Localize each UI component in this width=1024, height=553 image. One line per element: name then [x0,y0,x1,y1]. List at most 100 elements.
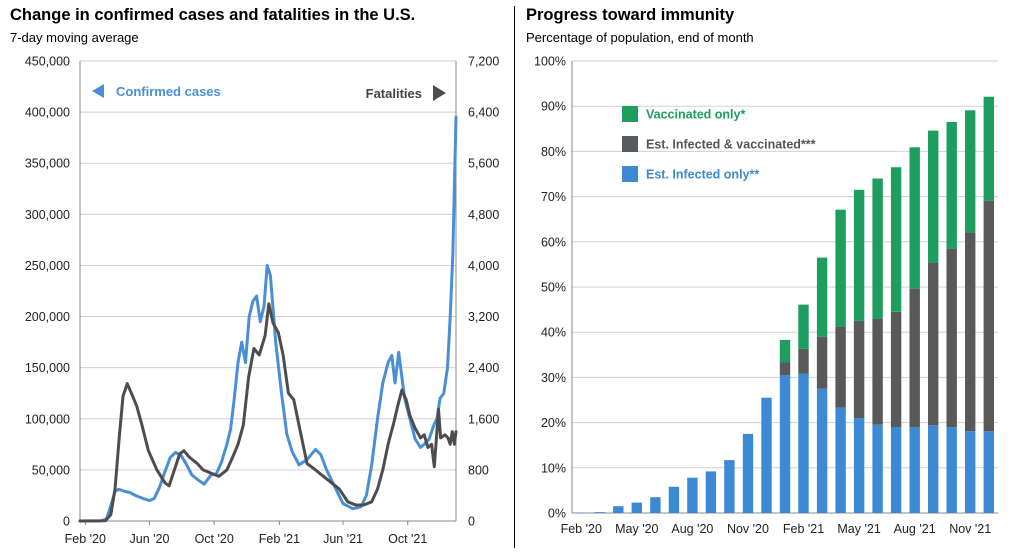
bar-infected-only [928,425,939,513]
confirmed-cases-line [78,115,458,523]
bar-x-tick-label: Nov '21 [949,522,991,536]
right-chart-title: Progress toward immunity [526,6,735,24]
bar-vaccinated-only [890,167,902,312]
bar-vaccinated-only [965,110,976,233]
left-chart-title: Change in confirmed cases and fatalities… [10,6,416,24]
bar-y-tick-label: 30% [541,371,566,385]
bar-infected-only [835,407,846,513]
left-y-tick-label: 50,000 [32,463,70,477]
bar-x-tick-label: May '20 [615,522,658,536]
bar-x-tick-label: Aug '20 [671,522,713,536]
left-y-tick-label: 300,000 [25,208,70,222]
bar-vaccinated-only [816,257,828,337]
right-y-tick-label: 6,400 [468,106,499,120]
bar-infected-only [742,433,754,513]
bar-infected-only [779,375,791,513]
left-y-tick-label: 250,000 [25,259,70,273]
bar-vaccinated-only [872,178,883,319]
bar-infected-only [576,512,587,513]
bar-infected-only [872,424,883,513]
right-y-tick-label: 800 [468,463,489,477]
legend-label-infected-only: Est. Infected only** [646,168,759,182]
right-y-tick-label: 2,400 [468,361,499,375]
legend-swatch-vaccinated-only [622,106,638,122]
bar-infected-only [946,427,957,513]
cases-annotation-label: Confirmed cases [116,84,221,99]
right-y-tick-label: 1,600 [468,412,499,426]
bar-infected-only [631,502,642,513]
bar-vaccinated-only [853,189,865,321]
bar-vaccinated-only [983,96,994,201]
left-y-tick-label: 450,000 [25,55,70,69]
panel-divider [514,6,515,548]
bar-y-tick-label: 0% [548,507,566,521]
bar-y-tick-label: 40% [541,326,566,340]
cases-fatalities-line-chart: 0 50,000 100,000 150,000 200,000 250,000 300,0… [25,55,500,547]
bar-infected-only [687,477,698,513]
bar-y-tick-label: 90% [541,100,566,114]
left-y-tick-label: 100,000 [25,412,70,426]
right-y-tick-label: 7,200 [468,55,499,69]
bar-infected-and-vaccinated [798,348,809,374]
x-tick-label: Feb '20 [65,532,106,546]
right-chart-subtitle: Percentage of population, end of month [526,30,754,45]
right-y-tick-label: 5,600 [468,157,499,171]
bar-infected-and-vaccinated [779,362,791,376]
bar-infected-only [816,388,828,513]
bar-x-tick-label: Feb '20 [561,522,602,536]
bar-infected-only [853,418,865,513]
bar-vaccinated-only [946,122,957,249]
right-y-tick-label: 0 [468,515,475,529]
bar-y-tick-label: 20% [541,416,566,430]
bar-x-tick-label: May '21 [837,522,880,536]
bar-x-tick-label: Feb '21 [783,522,824,536]
right-y-tick-label: 4,000 [468,259,499,273]
bar-infected-and-vaccinated [816,336,828,389]
cases-left-arrow-icon [92,84,104,98]
fatalities-line [78,302,458,523]
bar-x-tick-label: Aug '21 [894,522,936,536]
legend-swatch-infected-and-vaccinated [622,136,638,152]
left-y-tick-label: 400,000 [25,106,70,120]
bar-infected-only [724,460,735,513]
x-tick-label: Jun '21 [323,532,363,546]
bar-infected-and-vaccinated [983,200,994,432]
x-tick-label: Jun '20 [130,532,170,546]
bar-y-tick-label: 100% [534,55,566,69]
fatalities-right-arrow-icon [433,85,446,101]
bar-infected-and-vaccinated [909,288,920,428]
immunity-panel: Progress toward immunity Percentage of p… [518,0,1024,553]
bar-x-tick-label: Nov '20 [727,522,769,536]
bar-infected-only [798,373,809,513]
bar-infected-only [890,427,902,513]
bar-infected-only [909,427,920,513]
immunity-stacked-bar-chart: 0% 10% 20% 30% 40% 50% 60% 70% 80% 90% 100% Feb '20… [534,55,998,536]
x-tick-label: Oct '21 [388,532,427,546]
x-tick-label: Oct '20 [195,532,234,546]
bar-infected-and-vaccinated [853,320,865,419]
bar-infected-only [983,431,994,513]
right-y-tick-label: 4,800 [468,208,499,222]
bar-infected-only [650,497,661,513]
left-y-tick-label: 350,000 [25,157,70,171]
bar-infected-and-vaccinated [890,311,902,428]
fatalities-annotation-label: Fatalities [366,86,422,101]
bar-infected-and-vaccinated [946,248,957,428]
bar-y-tick-label: 70% [541,190,566,204]
bar-y-tick-label: 10% [541,461,566,475]
bar-infected-and-vaccinated [965,232,976,432]
bar-vaccinated-only [798,304,809,349]
bar-vaccinated-only [928,130,939,263]
x-tick-label: Feb '21 [259,532,300,546]
bar-infected-and-vaccinated [928,262,939,426]
bar-infected-only [761,397,772,513]
left-y-tick-label: 150,000 [25,361,70,375]
bar-vaccinated-only [909,147,920,289]
bar-y-tick-label: 50% [541,281,566,295]
bar-vaccinated-only [779,339,791,363]
legend-label-vaccinated-only: Vaccinated only* [646,108,745,122]
left-y-tick-label: 0 [63,515,70,529]
bar-infected-only [668,486,680,513]
legend-swatch-infected-only [622,166,638,182]
bar-y-tick-label: 60% [541,235,566,249]
